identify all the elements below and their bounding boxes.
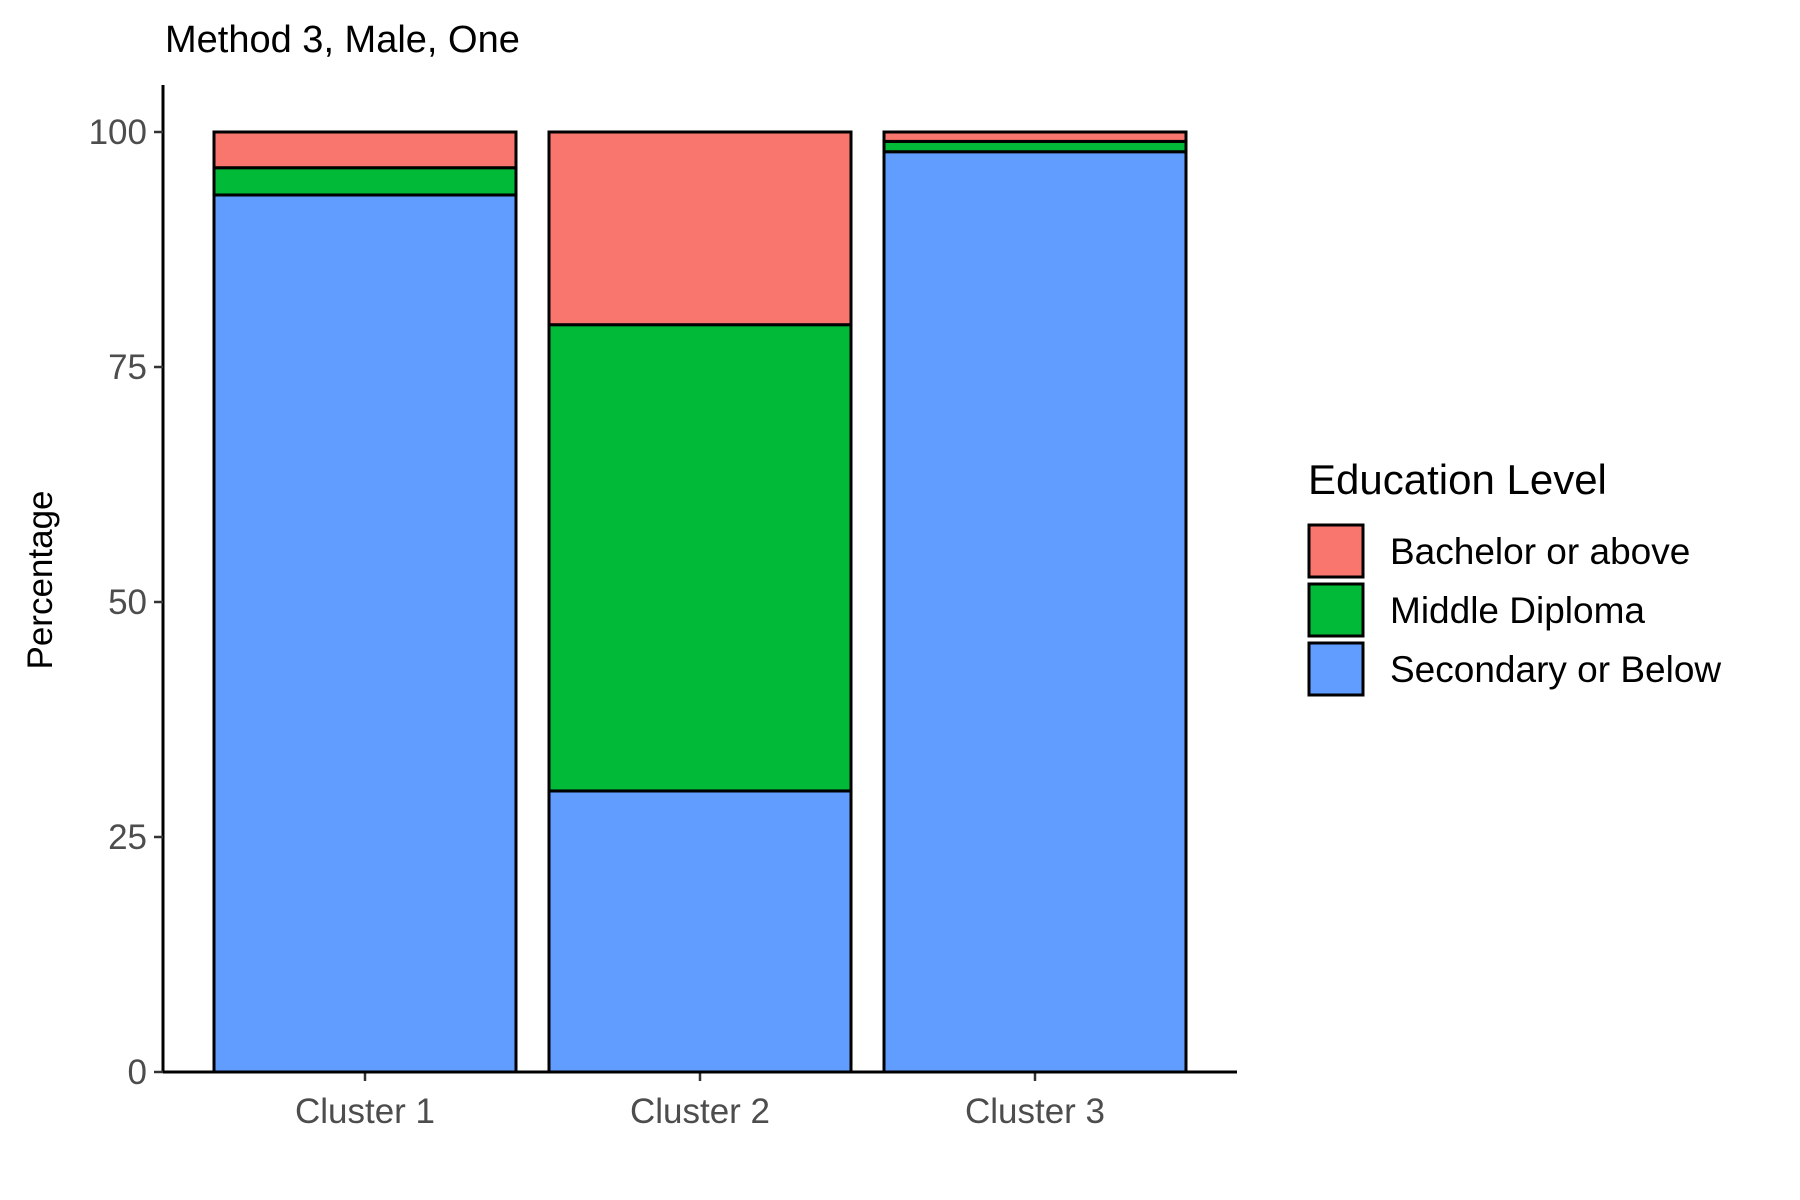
legend-label: Bachelor or above [1390,531,1690,572]
legend-title: Education Level [1308,456,1607,503]
y-tick-label: 50 [108,583,147,622]
bar-segment [882,130,1188,143]
legend-key [1307,523,1365,579]
bar-segment [882,150,1188,1074]
x-tick-label: Cluster 3 [965,1092,1105,1131]
chart-title: Method 3, Male, One [165,19,520,61]
y-tick-label: 75 [108,348,147,387]
legend-key [1307,641,1365,697]
bar-segment [212,130,518,170]
x-tick-label: Cluster 2 [630,1092,770,1131]
y-axis-title: Percentage [21,490,60,669]
y-tick-label: 100 [89,113,147,152]
bar-segment [547,789,853,1074]
plot-area: Cluster 1 Cluster 2 Cluster 3 0 25 50 75 100 [89,85,1237,1131]
legend-key [1307,582,1365,638]
x-tick-label: Cluster 1 [295,1092,435,1131]
y-tick-label: 25 [108,818,147,857]
y-tick-label: 0 [128,1053,147,1092]
bar-segment [547,323,853,793]
legend: Education Level Bachelor or above Middle … [1307,456,1721,697]
legend-label: Middle Diploma [1390,590,1645,631]
legend-label: Secondary or Below [1390,649,1721,690]
bar-segment [212,193,518,1074]
bar-segment [212,166,518,197]
bar-segment [882,139,1188,154]
bar-segment [547,130,853,327]
